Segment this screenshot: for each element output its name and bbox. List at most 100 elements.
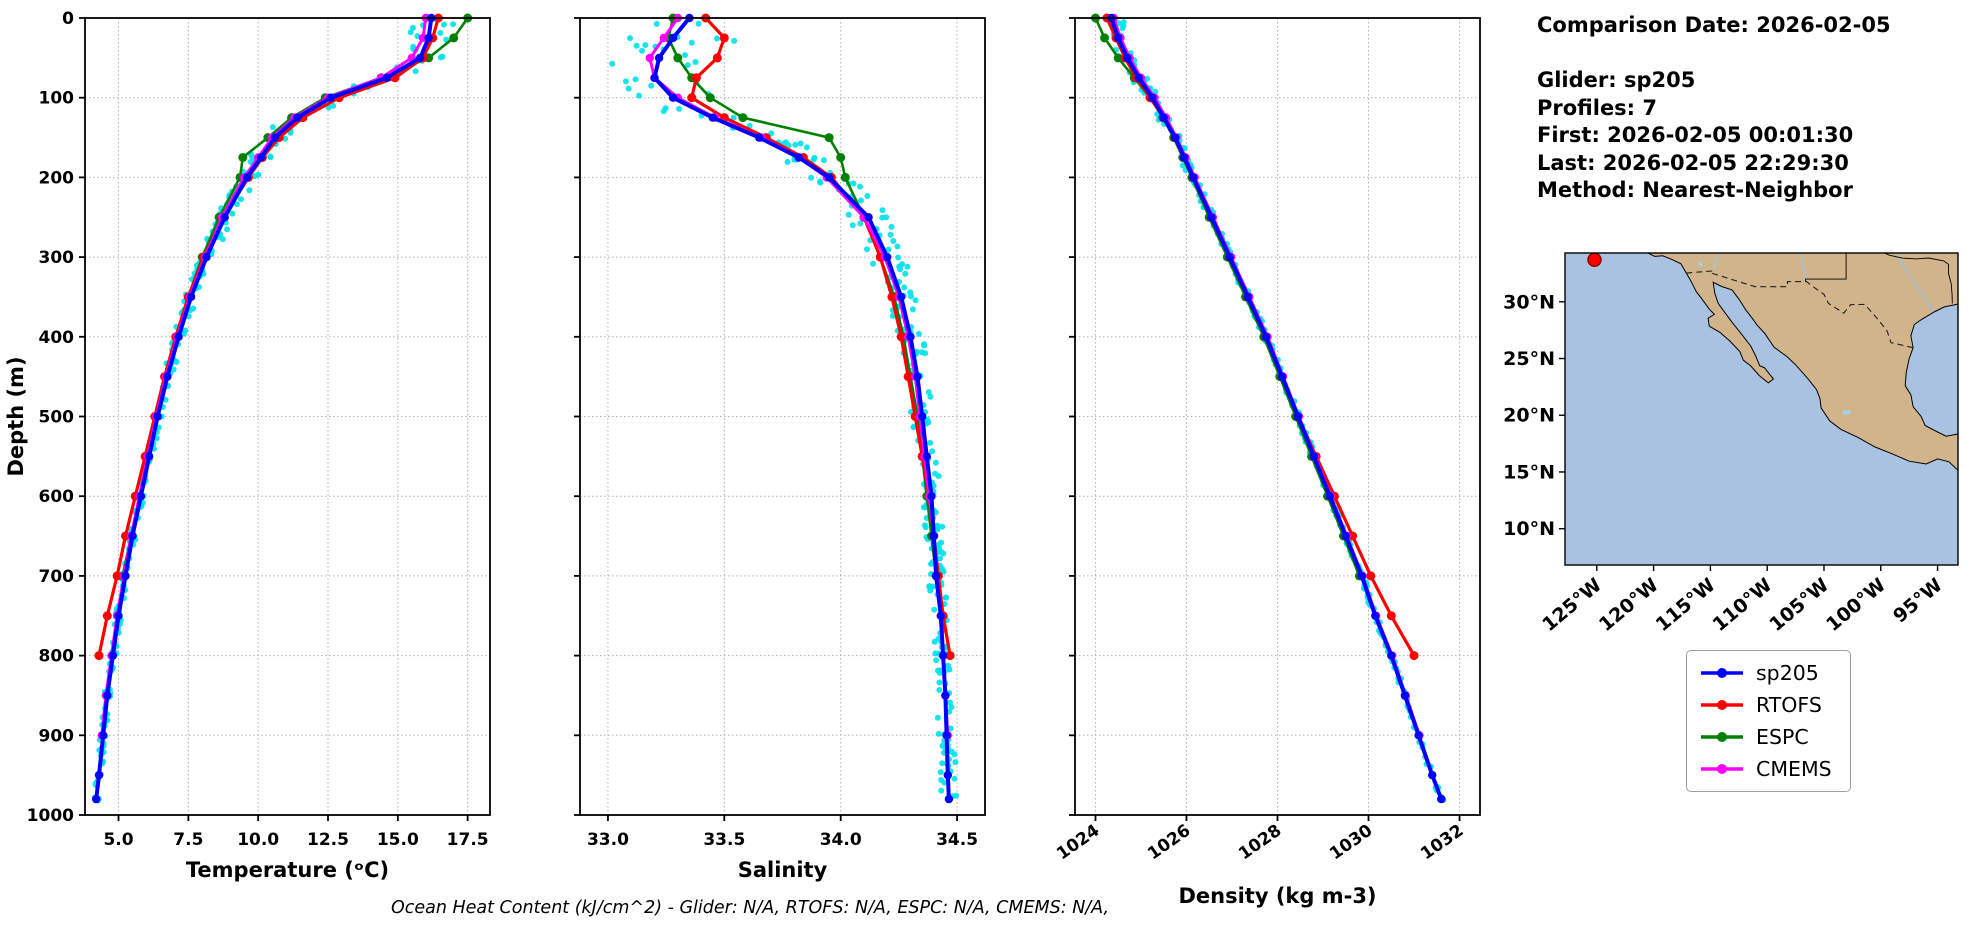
series-line-CMEMS	[1112, 16, 1421, 737]
raw-scatter-point	[948, 704, 955, 711]
y-tick-label: 1000	[27, 806, 74, 826]
series-marker-RTOFS	[112, 571, 122, 581]
raw-scatter-point	[820, 157, 827, 164]
series-marker-sp205	[936, 611, 945, 620]
raw-scatter-point	[234, 201, 240, 208]
raw-scatter-point	[797, 140, 804, 147]
series-line-CMEMS	[100, 16, 428, 737]
series-marker-sp205	[270, 133, 280, 142]
raw-scatter-point	[632, 76, 639, 83]
raw-scatter-point	[864, 246, 870, 253]
raw-scatter-point	[932, 650, 939, 657]
x-tick-label: 34.0	[820, 830, 862, 850]
x-axis: 5.0 7.5 10.0 12.5 15.0 17.5	[103, 815, 489, 850]
legend-line-sample-ESPC	[1701, 732, 1743, 742]
series-marker-sp205	[1243, 292, 1253, 302]
legend-label: CMEMS	[1756, 757, 1832, 781]
series-marker-sp205	[1225, 252, 1234, 262]
x-axis: 1024 1026 1028 1030 1032	[1053, 815, 1467, 864]
raw-scatter-point	[908, 293, 914, 300]
raw-scatter-point	[653, 20, 660, 27]
raw-scatter-point	[910, 424, 917, 431]
raw-scatter-point	[660, 108, 667, 115]
raw-scatter-point	[912, 297, 919, 304]
river	[1896, 253, 1935, 312]
raw-scatter-point	[639, 47, 645, 54]
series-marker-sp205	[174, 332, 183, 341]
raw-scatter-point	[943, 594, 950, 601]
raw-scatter-point	[858, 197, 864, 204]
raw-scatter-point	[817, 179, 824, 186]
raw-profile-scatter	[1110, 16, 1447, 803]
salinity-profile-chart: 33.0 33.5 34.0 34.5 Salinity	[574, 13, 986, 882]
series-marker-sp205	[824, 173, 834, 182]
series-marker-sp205	[416, 53, 425, 63]
series-marker-RTOFS	[1409, 651, 1419, 661]
series-marker-RTOFS	[1386, 611, 1396, 621]
raw-scatter-point	[282, 135, 289, 142]
series-marker-RTOFS	[719, 33, 729, 43]
series-sp205	[1107, 13, 1446, 804]
raw-scatter-point	[648, 82, 655, 89]
series-sp205	[92, 13, 436, 804]
info-line: First: 2026-02-05 00:01:30	[1537, 123, 1854, 147]
raw-scatter-point	[439, 53, 446, 60]
density-profile-chart: 1024 1026 1028 1030 1032 Density (kg m-3)	[1053, 13, 1481, 908]
y-tick-label: 900	[39, 726, 75, 746]
series-marker-sp205	[1114, 33, 1123, 43]
raw-scatter-point	[409, 24, 416, 31]
x-tick-label: 33.5	[703, 830, 745, 850]
raw-scatter-point	[936, 679, 943, 686]
raw-scatter-point	[870, 260, 876, 267]
lake	[1697, 261, 1704, 268]
raw-scatter-point	[1120, 22, 1127, 29]
raw-scatter-point	[902, 270, 909, 277]
legend-line-sample-CMEMS	[1701, 764, 1743, 774]
series-marker-ESPC	[673, 53, 683, 63]
raw-scatter-point	[918, 349, 925, 356]
info-line: Glider: sp205	[1537, 68, 1696, 92]
series-marker-sp205	[794, 153, 803, 162]
series-ESPC	[118, 13, 473, 581]
raw-scatter-point	[692, 59, 699, 65]
series-marker-sp205	[92, 794, 101, 804]
raw-scatter-point	[636, 92, 642, 99]
series-marker-sp205	[424, 33, 433, 43]
raw-scatter-point	[784, 159, 791, 165]
legend-entry-RTOFS: RTOFS	[1699, 693, 1832, 717]
series-marker-sp205	[256, 153, 266, 162]
series-marker-sp205	[942, 731, 951, 740]
series-marker-sp205	[242, 173, 252, 182]
raw-scatter-point	[904, 263, 911, 270]
map-frame	[1564, 252, 1959, 566]
series-line-ESPC	[1094, 16, 1361, 578]
raw-scatter-point	[947, 699, 953, 706]
raw-scatter-point	[845, 211, 852, 218]
x-tick-label: 33.0	[587, 830, 629, 850]
series-marker-sp205	[1293, 412, 1303, 421]
raw-scatter-point	[915, 330, 922, 337]
series-marker-sp205	[654, 53, 664, 63]
series-marker-RTOFS	[1348, 531, 1358, 541]
series-CMEMS	[97, 13, 430, 740]
series-marker-sp205	[943, 770, 952, 780]
raw-scatter-point	[642, 42, 649, 48]
raw-scatter-point	[412, 68, 419, 75]
series-marker-sp205	[883, 252, 892, 262]
raw-scatter-point	[684, 62, 691, 69]
series-marker-sp205	[202, 252, 211, 262]
raw-scatter-point	[224, 226, 231, 233]
raw-scatter-point	[901, 284, 908, 291]
raw-scatter-point	[849, 222, 856, 229]
state-border	[1881, 253, 1953, 304]
raw-scatter-point	[676, 105, 683, 112]
series-marker-sp205	[293, 113, 302, 122]
y-tick-label: 500	[39, 408, 75, 428]
series-marker-sp205	[136, 492, 146, 501]
raw-scatter-point	[633, 42, 640, 49]
series-marker-sp205	[906, 332, 915, 341]
series-marker-RTOFS	[102, 611, 112, 621]
series-marker-sp205	[94, 770, 104, 780]
info-line: Method: Nearest-Neighbor	[1537, 178, 1853, 202]
